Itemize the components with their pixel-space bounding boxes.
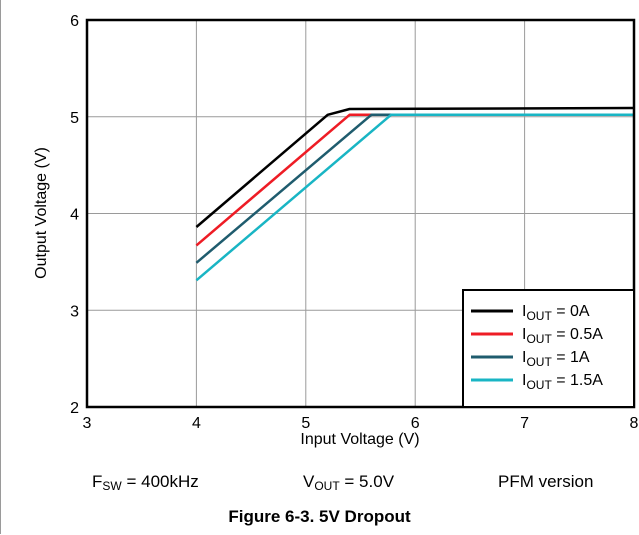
x-tick-label-0: 3 — [83, 415, 92, 432]
legend-label-0: IOUT = 0A — [522, 303, 590, 323]
x-tick-labels: 3 4 5 6 7 8 — [83, 415, 639, 432]
figure-caption: Figure 6-3. 5V Dropout — [228, 507, 411, 526]
legend-label-2: IOUT = 1A — [522, 349, 590, 369]
x-tick-label-4: 7 — [520, 415, 529, 432]
y-tick-labels: 2 3 4 5 6 — [70, 13, 79, 417]
y-tick-label-3: 5 — [70, 110, 79, 127]
plot-border — [85, 18, 636, 409]
y-tick-label-0: 2 — [70, 400, 79, 417]
switching-frequency-note: FSW = 400kHz — [92, 472, 199, 493]
series-line-0 — [195, 106, 635, 228]
output-voltage-note: VOUT = 5.0V — [303, 472, 395, 493]
legend-label-3: IOUT = 1.5A — [522, 372, 603, 392]
y-tick-label-2: 4 — [70, 207, 79, 224]
x-tick-label-2: 5 — [301, 415, 310, 432]
y-tick-label-1: 3 — [70, 303, 79, 320]
x-axis-title: Input Voltage (V) — [300, 431, 419, 448]
x-tick-label-5: 8 — [630, 415, 639, 432]
version-note: PFM version — [498, 472, 594, 491]
x-tick-label-1: 4 — [192, 415, 201, 432]
legend: IOUT = 0A IOUT = 0.5A IOUT = 1A IOUT = 1.5A — [462, 289, 635, 408]
y-axis-title: Output Voltage (V) — [33, 147, 50, 279]
legend-label-1: IOUT = 0.5A — [522, 326, 603, 346]
x-tick-label-3: 6 — [411, 415, 420, 432]
series-line-3 — [195, 113, 634, 282]
y-tick-label-4: 6 — [70, 13, 79, 30]
series-lines — [195, 106, 635, 282]
